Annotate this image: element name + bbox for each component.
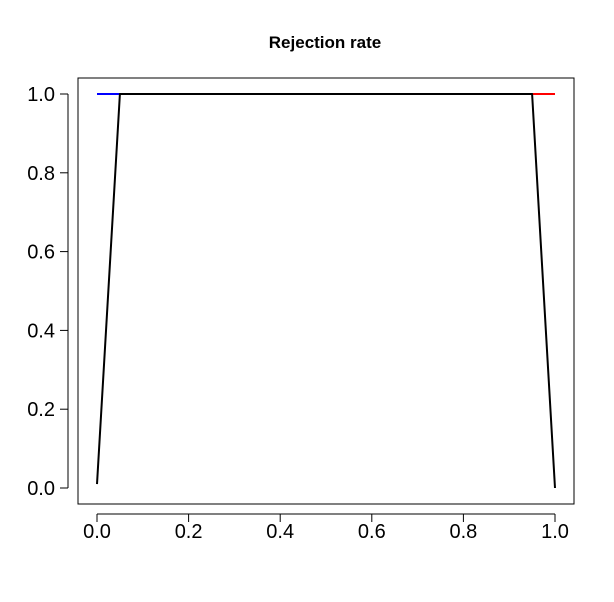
y-tick-label: 0.4	[27, 320, 55, 342]
y-tick-label: 0.2	[27, 399, 55, 421]
x-tick-label: 0.2	[175, 521, 203, 543]
x-tick-label: 0.4	[266, 521, 294, 543]
x-tick-label: 0.8	[449, 521, 477, 543]
y-tick-label: 1.0	[27, 84, 55, 106]
series-line-2	[96, 93, 556, 489]
y-tick-label: 0.0	[27, 478, 55, 500]
x-tick-label: 0.0	[83, 521, 111, 543]
y-tick-label: 0.8	[27, 163, 55, 185]
axes: 0.0 0.2 0.4 0.6 0.8 1.0 0.0 0.2 0.4 0.6 0.8 1.0	[27, 84, 569, 543]
x-tick-label: 0.6	[358, 521, 386, 543]
x-tick-label: 1.0	[541, 521, 569, 543]
plot-frame	[77, 77, 575, 505]
chart-title: Rejection rate	[269, 33, 381, 52]
series-layer	[96, 93, 556, 489]
y-tick-label: 0.6	[27, 242, 55, 264]
